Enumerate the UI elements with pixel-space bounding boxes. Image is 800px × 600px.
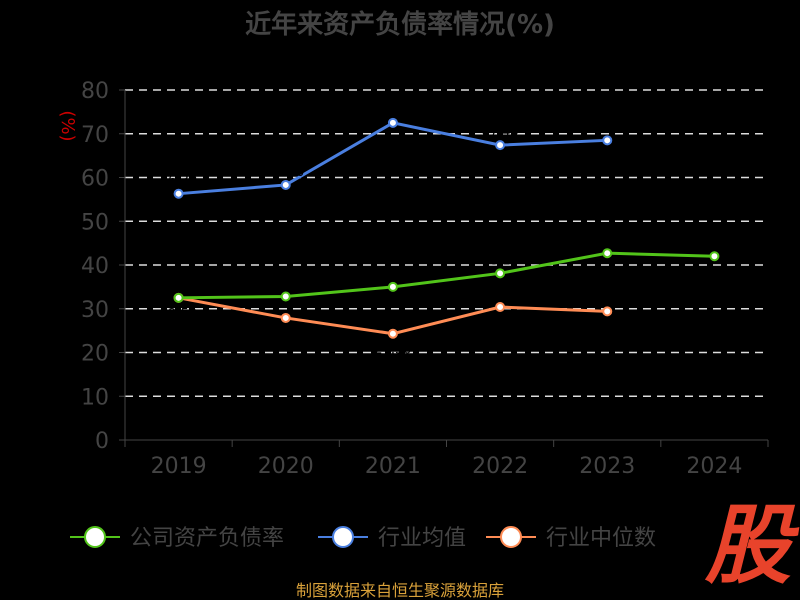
data-point [280,312,291,323]
data-point [495,268,506,279]
data-label: 38.10 [481,253,518,268]
x-tick-label: 2022 [472,454,528,479]
legend-item-0[interactable]: 公司资产负债率 [70,526,284,551]
data-label: 27.90 [267,327,304,342]
x-tick-label: 2023 [579,454,635,479]
legend-label: 行业中位数 [546,526,656,551]
y-tick-label: 40 [81,254,109,279]
legend-marker [500,526,522,548]
y-tick-label: 80 [81,79,109,104]
data-point [173,292,184,303]
data-point [387,117,398,128]
legend-label: 公司资产负债率 [130,526,284,551]
chart-title: 近年来资产负债率情况(%) [245,9,555,40]
data-point [709,251,720,262]
data-label: 58.30 [267,165,304,180]
data-label: 30.40 [481,316,518,331]
y-tick-label: 50 [81,210,109,235]
data-point [387,281,398,292]
data-label: 32.50 [160,307,197,322]
data-label: 67.40 [481,125,518,140]
x-tick-label: 2020 [258,454,314,479]
data-label: 32.50 [160,278,197,293]
data-label: 42.70 [589,233,626,248]
data-label: 72.50 [374,103,411,118]
watermark-logo: 股 [704,496,800,596]
legend-marker [332,526,354,548]
data-point [495,302,506,312]
data-point [280,291,291,302]
y-tick-label: 0 [95,429,109,454]
legend-label: 行业均值 [378,526,466,551]
data-label: 56.30 [160,174,197,189]
x-tick-label: 2024 [686,454,742,479]
x-tick-label: 2019 [151,454,207,479]
y-tick-label: 70 [81,123,109,148]
data-point [602,248,613,259]
data-label: 24.30 [374,343,411,358]
y-tick-label: 10 [81,385,109,410]
data-point [495,140,506,151]
y-tick-label: 20 [81,342,109,367]
source-note: 制图数据来自恒生聚源数据库 [296,581,504,600]
y-tick-label: 60 [81,167,109,192]
x-tick-label: 2021 [365,454,421,479]
data-label: 29.40 [589,320,626,335]
data-point [602,306,613,317]
legend-item-1[interactable]: 行业均值 [318,526,466,551]
legend-marker [84,526,106,548]
data-point [173,188,184,199]
y-tick-label: 30 [81,298,109,323]
series-line-2 [178,296,608,336]
data-point [387,328,398,339]
data-label: 35.00 [374,267,411,282]
y-axis-label: (%) [57,110,78,141]
data-label: 42.00 [696,236,733,251]
data-point [280,179,291,190]
data-point [602,135,613,146]
legend-item-2[interactable]: 行业中位数 [486,526,656,551]
data-label: 68.50 [589,120,626,135]
data-label: 32.80 [267,277,304,292]
series-line-0 [178,251,715,300]
